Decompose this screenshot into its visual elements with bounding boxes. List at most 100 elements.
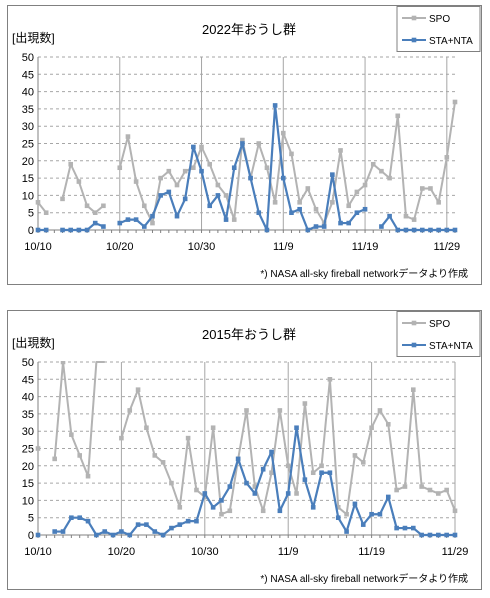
x-tick-label: 11/19 <box>358 546 385 558</box>
data-point <box>302 401 308 406</box>
data-point <box>223 217 229 222</box>
data-point <box>272 103 278 108</box>
data-point <box>444 155 450 160</box>
data-point <box>402 484 408 489</box>
y-tick-label: 0 <box>28 225 34 237</box>
series-spo <box>35 361 458 517</box>
y-axis-label: [出現数] <box>12 335 55 350</box>
data-point <box>52 529 57 534</box>
y-tick-label: 35 <box>22 104 34 116</box>
data-point <box>174 213 180 219</box>
data-point <box>60 529 66 534</box>
data-point <box>269 470 274 476</box>
data-point <box>202 491 208 496</box>
y-tick-label: 5 <box>28 208 34 220</box>
y-tick-label: 25 <box>22 139 34 151</box>
data-point <box>379 168 384 174</box>
data-point <box>256 210 262 215</box>
y-axis-label: [出現数] <box>12 30 55 45</box>
data-point <box>444 487 449 493</box>
data-point <box>313 224 319 229</box>
data-point <box>60 361 66 365</box>
series-line <box>53 361 105 478</box>
data-point <box>191 165 196 171</box>
data-point <box>101 203 106 209</box>
data-point <box>119 529 124 534</box>
data-point <box>35 446 41 451</box>
data-point <box>411 387 416 392</box>
chart-2015-svg: 0 5 10 15 20 25 30 35 40 45 50 10/10 10/20 10/30 11/9 1… <box>12 311 481 585</box>
data-point <box>385 494 391 500</box>
data-point <box>210 425 216 431</box>
x-tick-label: 11/29 <box>433 241 460 253</box>
data-point <box>330 200 335 205</box>
data-point <box>436 491 441 496</box>
data-point <box>158 193 163 198</box>
data-point <box>231 217 237 222</box>
data-point <box>110 532 116 538</box>
y-tick-label: 30 <box>22 426 34 438</box>
data-point <box>379 224 384 229</box>
data-point <box>84 203 90 209</box>
y-tick-label: 25 <box>22 444 34 456</box>
data-point <box>125 134 131 139</box>
data-point <box>335 515 341 520</box>
data-point <box>177 522 183 527</box>
data-point <box>169 480 174 486</box>
data-point <box>444 227 450 233</box>
x-tick-label: 11/9 <box>273 241 294 253</box>
data-point <box>84 227 90 233</box>
data-point <box>427 532 433 538</box>
data-point <box>411 525 416 531</box>
data-point <box>436 227 441 233</box>
data-point <box>77 453 82 458</box>
data-point <box>141 224 147 229</box>
data-point <box>419 484 424 489</box>
data-point <box>101 224 106 229</box>
x-tick-label: 10/10 <box>24 546 52 558</box>
data-point <box>394 487 399 493</box>
y-tick-label: 35 <box>22 409 34 421</box>
data-point <box>403 213 409 219</box>
legend-swatch-marker <box>411 15 417 21</box>
data-point <box>354 189 360 195</box>
legend-label: SPO <box>429 14 450 25</box>
data-point <box>321 224 327 229</box>
data-point <box>35 532 41 538</box>
data-point <box>133 179 139 184</box>
data-point <box>344 529 349 534</box>
data-point <box>240 141 245 146</box>
data-point <box>144 425 149 431</box>
y-tick-label: 45 <box>22 374 34 386</box>
data-point <box>436 200 441 205</box>
data-point <box>411 227 417 233</box>
data-point <box>207 161 213 167</box>
data-point <box>166 189 172 195</box>
data-point <box>297 206 302 212</box>
data-point <box>436 532 441 538</box>
legend-box <box>396 311 481 357</box>
data-point <box>360 460 366 465</box>
data-point <box>248 175 253 181</box>
data-point <box>219 498 224 503</box>
data-point <box>452 227 458 233</box>
data-point <box>102 529 108 534</box>
y-tick-label: 40 <box>22 392 34 404</box>
data-point <box>335 505 341 510</box>
series-sta-nta <box>35 425 458 538</box>
y-tick-label: 10 <box>22 190 34 202</box>
data-point <box>152 453 158 458</box>
data-point <box>185 518 191 524</box>
data-point <box>77 515 82 520</box>
data-point <box>169 525 174 531</box>
chart-2022-svg: 0 5 10 15 20 25 30 35 40 45 50 10/10 10/20 10/30 11/9 1… <box>12 6 481 280</box>
data-point <box>52 456 57 462</box>
data-point <box>150 220 155 226</box>
data-point <box>35 200 41 205</box>
data-point <box>394 525 399 531</box>
source-note: *) NASA all-sky fireball networkデータより作成 <box>260 572 468 585</box>
data-point <box>85 518 91 524</box>
data-point <box>127 408 133 413</box>
data-point <box>310 505 316 510</box>
data-point <box>369 511 374 517</box>
